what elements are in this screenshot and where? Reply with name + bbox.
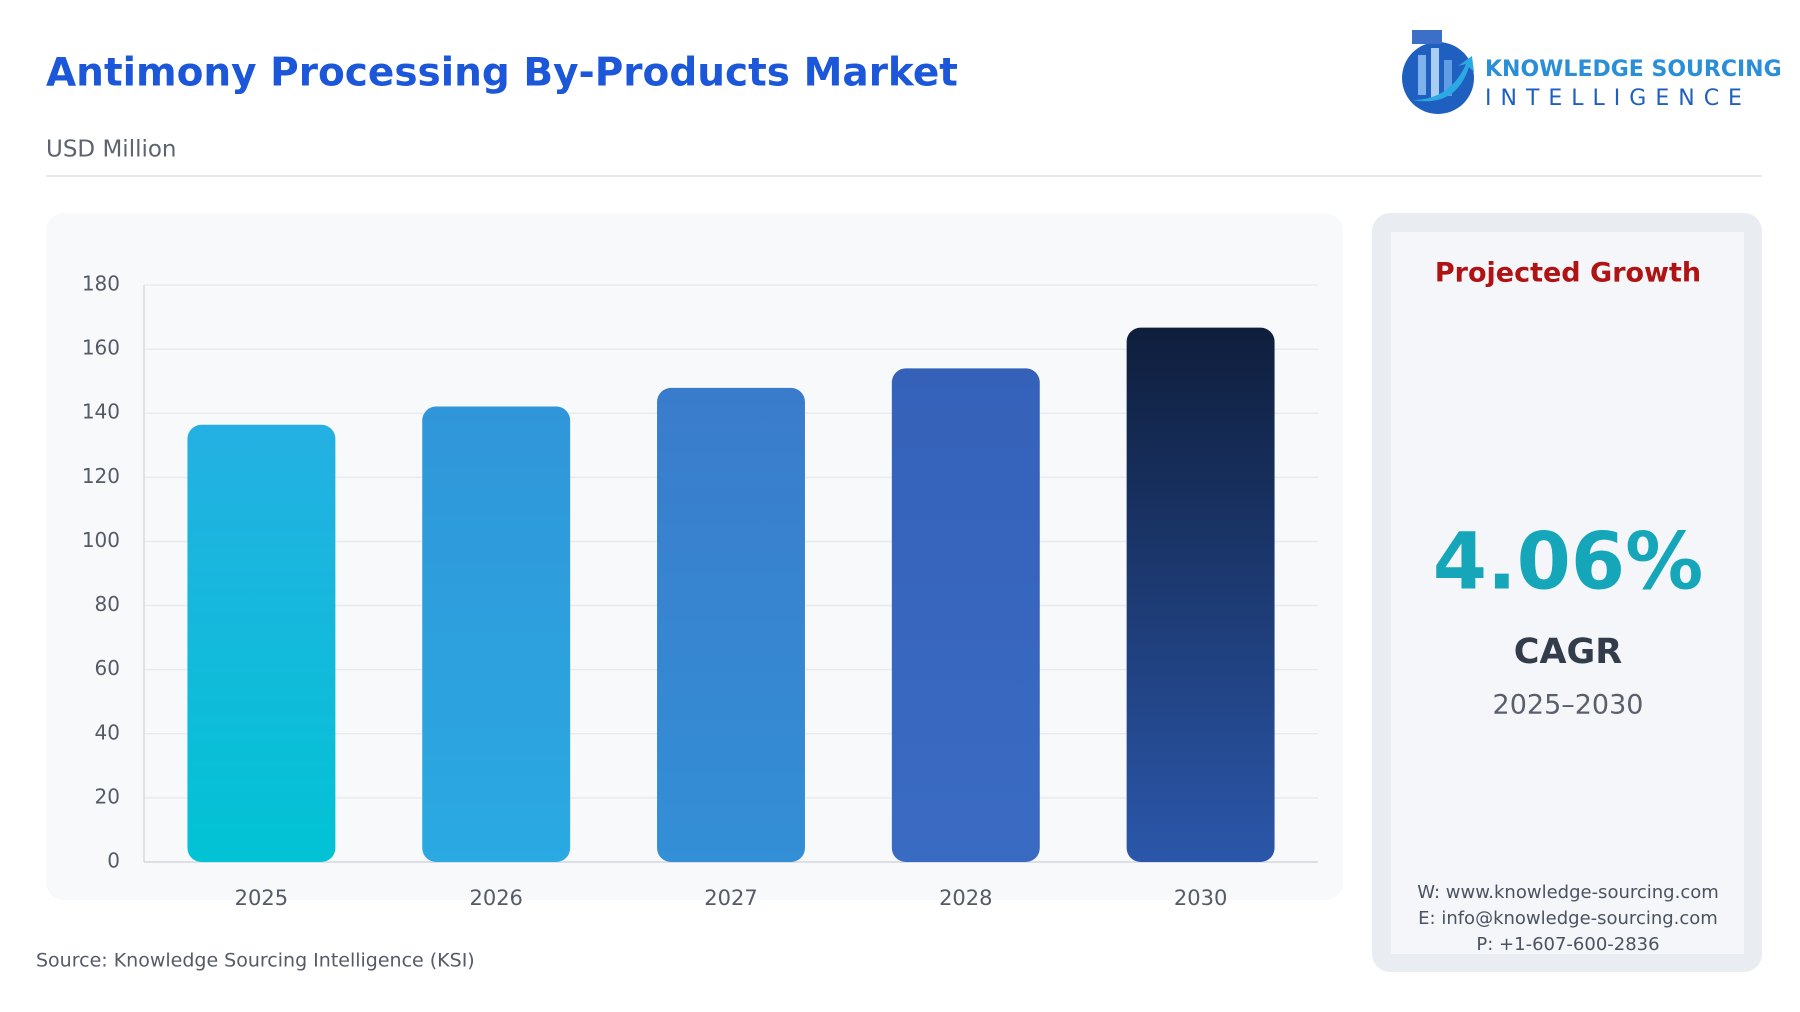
y-tick-label: 20 bbox=[95, 784, 120, 808]
logo-icon bbox=[1431, 48, 1439, 98]
y-tick-label: 160 bbox=[82, 336, 120, 360]
contact: E: info@knowledge-sourcing.com bbox=[1418, 908, 1718, 929]
logo: KNOWLEDGE SOURCING INTELLIGENCE bbox=[1402, 30, 1782, 114]
logo-icon bbox=[1418, 55, 1426, 95]
cagr-period: 2025–2030 bbox=[1493, 690, 1644, 721]
x-tick-label: 2028 bbox=[939, 886, 992, 910]
y-tick-label: 180 bbox=[82, 272, 120, 296]
bar bbox=[891, 368, 1040, 862]
x-tick-label: 2030 bbox=[1174, 886, 1227, 910]
y-tick-label: 0 bbox=[107, 849, 120, 873]
logo-icon bbox=[1412, 30, 1442, 44]
y-tick-label: 140 bbox=[82, 400, 120, 424]
side-panel-inner bbox=[1391, 232, 1744, 954]
y-tick-label: 60 bbox=[95, 656, 120, 680]
y-tick-label: 80 bbox=[95, 592, 120, 616]
cagr-value: 4.06% bbox=[1433, 517, 1704, 607]
growth-heading: Projected Growth bbox=[1435, 258, 1701, 289]
logo-text: INTELLIGENCE bbox=[1485, 86, 1751, 111]
source: Source: Knowledge Sourcing Intelligence … bbox=[36, 950, 475, 972]
bar bbox=[187, 424, 336, 862]
contact: P: +1-607-600-2836 bbox=[1476, 934, 1659, 955]
contact: W: www.knowledge-sourcing.com bbox=[1417, 882, 1719, 903]
logo-text: KNOWLEDGE SOURCING bbox=[1485, 57, 1782, 82]
y-tick-label: 120 bbox=[82, 464, 120, 488]
y-tick-label: 100 bbox=[82, 528, 120, 552]
logo-icon bbox=[1412, 56, 1474, 102]
logo-icon bbox=[1444, 60, 1452, 96]
bar bbox=[657, 387, 805, 862]
subtitle: USD Million bbox=[46, 137, 177, 163]
plot: 0 20 40 60 80 100 120 140 160 180 2025 2026 2027 2028… bbox=[82, 272, 1318, 910]
bar bbox=[1126, 327, 1275, 862]
x-tick-label: 2026 bbox=[469, 886, 522, 910]
x-tick-label: 2025 bbox=[235, 886, 288, 910]
bar bbox=[422, 406, 571, 862]
x-tick-label: 2027 bbox=[704, 886, 757, 910]
page-title: Antimony Processing By-Products Market bbox=[46, 51, 958, 96]
cagr-label: CAGR bbox=[1514, 632, 1623, 672]
y-tick-label: 40 bbox=[95, 720, 120, 744]
